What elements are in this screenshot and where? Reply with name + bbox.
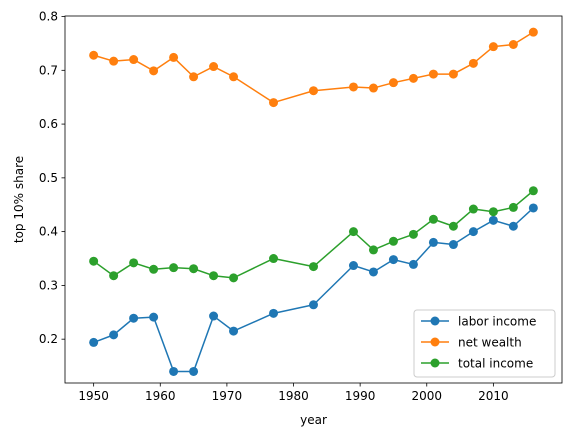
data-point: [528, 203, 538, 213]
data-point: [109, 56, 119, 66]
data-point: [408, 73, 418, 83]
data-point: [368, 267, 378, 277]
data-point: [348, 227, 358, 237]
data-point: [309, 262, 318, 272]
series-total-income: [89, 186, 538, 283]
data-point: [149, 66, 159, 76]
y-tick-label: 0.5: [39, 171, 58, 185]
y-tick-label: 0.8: [39, 10, 58, 24]
data-point: [189, 72, 199, 82]
data-point: [189, 264, 199, 274]
legend-marker: [430, 316, 440, 326]
legend-label: labor income: [458, 315, 536, 329]
data-point: [368, 83, 378, 93]
data-point: [229, 273, 239, 283]
data-point: [468, 58, 478, 68]
data-point: [488, 42, 498, 52]
data-point: [428, 214, 438, 224]
data-point: [149, 312, 159, 322]
legend-box: [413, 309, 556, 378]
data-point: [269, 308, 279, 318]
data-point: [109, 271, 119, 281]
legend-label: total income: [458, 357, 533, 371]
data-point: [448, 221, 458, 231]
data-point: [388, 236, 398, 246]
data-point: [468, 227, 478, 237]
data-point: [129, 313, 139, 323]
data-point: [309, 300, 318, 310]
data-point: [348, 261, 358, 271]
y-axis: 0.2 0.3 0.4 0.5 0.6 0.7 0.8: [39, 10, 65, 346]
legend-item: total income: [421, 357, 533, 371]
data-point: [109, 330, 119, 340]
data-point: [508, 39, 518, 49]
data-point: [488, 215, 498, 225]
data-point: [209, 271, 219, 281]
data-point: [408, 229, 418, 239]
series-labor-income: [89, 203, 538, 376]
data-point: [448, 240, 458, 250]
x-tick-label: 2010: [478, 389, 509, 403]
data-point: [209, 311, 219, 321]
legend: labor income net wealth total income: [413, 309, 556, 378]
data-point: [129, 55, 139, 65]
data-point: [528, 186, 538, 196]
data-point: [89, 50, 99, 60]
data-point: [488, 207, 498, 217]
x-axis-title: year: [300, 413, 327, 427]
data-point: [169, 52, 179, 62]
data-point: [468, 204, 478, 214]
data-point: [89, 256, 99, 266]
legend-item: net wealth: [421, 336, 522, 350]
x-axis: 1950 1960 1970 1980 1990 2000 2010: [78, 383, 509, 403]
data-point: [209, 62, 219, 72]
data-point: [269, 254, 279, 264]
data-point: [269, 98, 279, 108]
plot-area: [89, 27, 538, 376]
x-tick-label: 1970: [212, 389, 243, 403]
data-point: [528, 27, 538, 37]
y-tick-label: 0.2: [39, 332, 58, 346]
data-point: [229, 326, 239, 336]
data-point: [448, 69, 458, 79]
y-axis-title: top 10% share: [12, 156, 26, 243]
data-point: [508, 221, 518, 231]
x-tick-label: 1950: [78, 389, 109, 403]
axes-frame: [64, 15, 563, 384]
data-point: [428, 69, 438, 79]
data-point: [388, 78, 398, 88]
legend-marker: [430, 337, 440, 347]
x-tick-label: 1980: [278, 389, 309, 403]
data-point: [169, 263, 179, 273]
data-point: [89, 337, 99, 347]
data-point: [309, 86, 318, 96]
data-point: [229, 72, 239, 82]
legend-marker: [430, 358, 440, 368]
y-tick-label: 0.6: [39, 117, 58, 131]
data-point: [348, 82, 358, 92]
legend-label: net wealth: [458, 336, 522, 350]
y-tick-label: 0.4: [39, 225, 58, 239]
y-tick-label: 0.3: [39, 278, 58, 292]
data-point: [149, 264, 159, 274]
data-point: [388, 255, 398, 265]
data-point: [169, 366, 179, 376]
data-point: [508, 202, 518, 212]
data-point: [408, 259, 418, 269]
legend-item: labor income: [421, 315, 536, 329]
data-point: [428, 237, 438, 247]
x-tick-label: 1990: [345, 389, 376, 403]
data-point: [368, 245, 378, 255]
data-point: [129, 258, 139, 268]
y-tick-label: 0.7: [39, 63, 58, 77]
data-point: [189, 366, 199, 376]
x-tick-label: 1960: [145, 389, 176, 403]
series-net-wealth: [89, 27, 538, 108]
x-tick-label: 2000: [411, 389, 442, 403]
